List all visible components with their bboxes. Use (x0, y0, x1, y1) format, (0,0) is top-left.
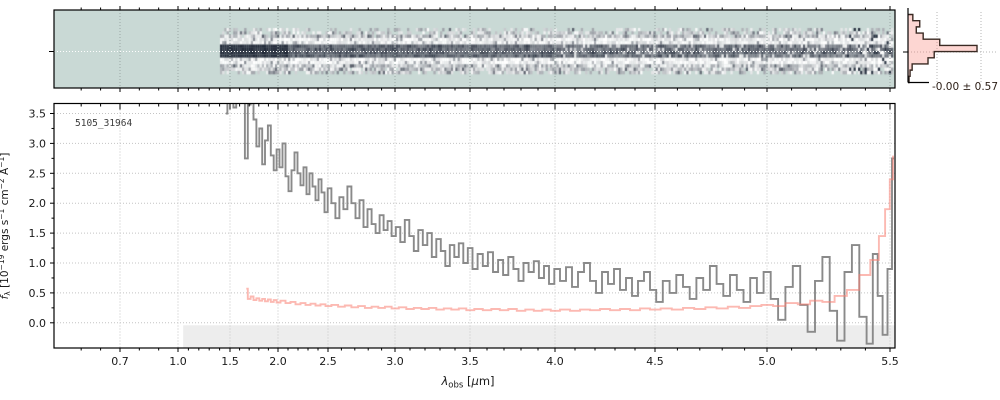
xtick-label: 4.5 (646, 355, 664, 368)
ytick-label: 2.0 (29, 197, 47, 210)
ytick-label: 1.5 (29, 227, 47, 240)
xtick-label: 4.0 (546, 355, 564, 368)
histogram-stats-label: -0.00 ± 0.57 (932, 81, 998, 93)
panel2d-spines (53, 9, 896, 89)
y-axis-label: fλ [10−19 ergs s−1 cm−2 Å−1] (0, 153, 12, 300)
spectrum-line (225, 103, 894, 345)
xtick-label: 5.0 (758, 355, 776, 368)
x-axis-label: λobs [μm] (440, 374, 494, 391)
ytick-label: 2.5 (29, 167, 47, 180)
xtick-label: 2.0 (269, 355, 287, 368)
ytick-label: 1.0 (29, 257, 47, 270)
pixel-histogram-panel (903, 8, 998, 84)
below-zero-shading (183, 325, 895, 348)
xtick-label: 0.7 (111, 355, 129, 368)
panel2d-gridlines (119, 10, 891, 88)
ytick-label: 0.0 (29, 317, 47, 330)
object-id-annotation: 5105_31964 (75, 118, 132, 129)
main-gridlines (54, 103, 895, 348)
main-ticks (50, 103, 891, 352)
main-ticklabels: 0.7 1.0 1.5 2.0 2.5 3.0 3.5 4.0 4.5 5.0 5.5 0.0 0.5 1… (29, 108, 899, 369)
xtick-label: 3.0 (386, 355, 404, 368)
ytick-label: 3.5 (29, 108, 47, 121)
main-spines (53, 102, 896, 349)
panel2d-ticks (80, 6, 891, 92)
xtick-label: 5.5 (881, 355, 899, 368)
xtick-label: 1.5 (221, 355, 239, 368)
panel2d-axes (49, 6, 896, 92)
xtick-label: 2.5 (319, 355, 337, 368)
uncertainty-line (246, 155, 894, 312)
xtick-label: 3.5 (461, 355, 479, 368)
series-layer (225, 103, 894, 345)
ytick-label: 3.0 (29, 137, 47, 150)
main-axes: 0.7 1.0 1.5 2.0 2.5 3.0 3.5 4.0 4.5 5.0 5.5 0.0 0.5 1… (29, 102, 899, 369)
xtick-label: 1.0 (169, 355, 187, 368)
pixel-value-histogram (908, 13, 978, 84)
ytick-label: 0.5 (29, 287, 47, 300)
